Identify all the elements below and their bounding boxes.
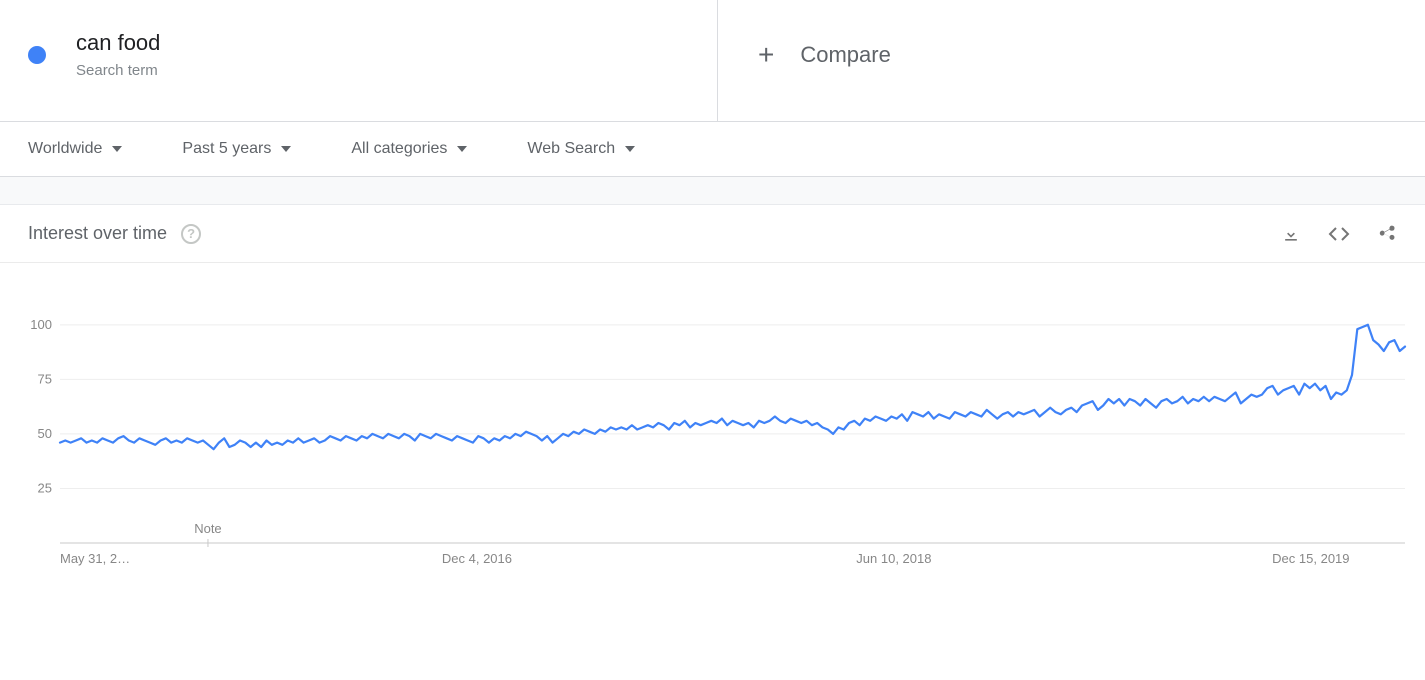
svg-text:100: 100 xyxy=(30,317,52,332)
download-icon[interactable] xyxy=(1281,224,1301,244)
top-bar: can food Search term + Compare xyxy=(0,0,1425,122)
filter-source[interactable]: Web Search xyxy=(527,140,635,158)
embed-icon[interactable] xyxy=(1327,224,1351,244)
search-term: can food xyxy=(76,30,160,56)
share-icon[interactable] xyxy=(1377,224,1397,244)
interest-chart: 25 50 75 100 Note May 31, 2… Dec 4, 2016 Jun 10… xyxy=(20,297,1415,597)
term-color-dot xyxy=(28,46,46,64)
search-term-subtitle: Search term xyxy=(76,62,160,79)
svg-text:25: 25 xyxy=(38,480,52,495)
card-actions xyxy=(1281,224,1397,244)
search-term-panel[interactable]: can food Search term xyxy=(0,0,718,121)
filter-time[interactable]: Past 5 years xyxy=(182,140,291,158)
svg-text:75: 75 xyxy=(38,371,52,386)
plus-icon: + xyxy=(758,41,774,69)
svg-text:Dec 15, 2019: Dec 15, 2019 xyxy=(1272,551,1349,566)
card-header: Interest over time ? xyxy=(0,205,1425,263)
svg-text:Note: Note xyxy=(194,521,221,536)
svg-text:50: 50 xyxy=(38,426,52,441)
separator-strip xyxy=(0,177,1425,205)
help-icon[interactable]: ? xyxy=(181,224,201,244)
chevron-down-icon xyxy=(112,146,122,152)
chevron-down-icon xyxy=(281,146,291,152)
filter-region[interactable]: Worldwide xyxy=(28,140,122,158)
filter-source-label: Web Search xyxy=(527,140,615,158)
term-text: can food Search term xyxy=(76,30,160,79)
filter-category[interactable]: All categories xyxy=(351,140,467,158)
filter-region-label: Worldwide xyxy=(28,140,102,158)
chevron-down-icon xyxy=(625,146,635,152)
filter-bar: Worldwide Past 5 years All categories We… xyxy=(0,122,1425,177)
svg-text:Jun 10, 2018: Jun 10, 2018 xyxy=(856,551,931,566)
interest-card: Interest over time ? 25 50 75 100 Note May 31… xyxy=(0,205,1425,615)
svg-text:Dec 4, 2016: Dec 4, 2016 xyxy=(442,551,512,566)
chevron-down-icon xyxy=(457,146,467,152)
svg-text:May 31, 2…: May 31, 2… xyxy=(60,551,130,566)
filter-time-label: Past 5 years xyxy=(182,140,271,158)
card-title: Interest over time xyxy=(28,223,167,244)
compare-label: Compare xyxy=(800,42,890,68)
filter-category-label: All categories xyxy=(351,140,447,158)
chart-container: 25 50 75 100 Note May 31, 2… Dec 4, 2016 Jun 10… xyxy=(0,263,1425,615)
compare-button[interactable]: + Compare xyxy=(718,0,1425,121)
